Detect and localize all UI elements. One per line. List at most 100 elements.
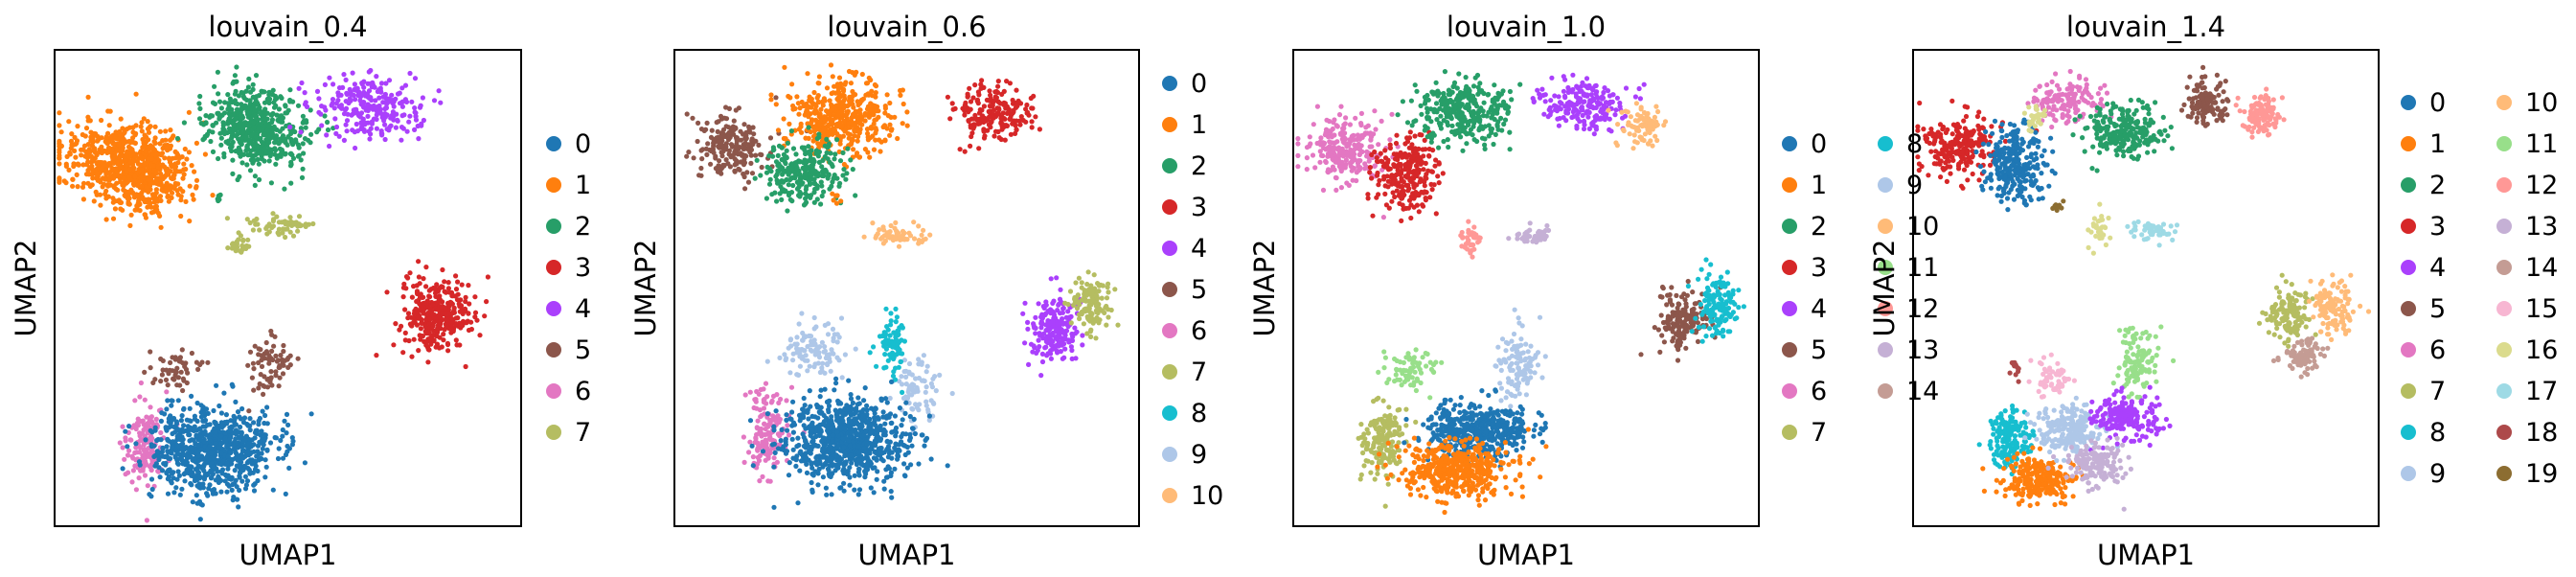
cell-point-cluster-1 [157, 128, 163, 134]
cell-point-cluster-7 [253, 221, 259, 227]
cell-point-cluster-7 [270, 211, 276, 217]
cell-point-cluster-2 [225, 106, 231, 112]
cell-point-cluster-1 [878, 149, 883, 154]
cell-point-cluster-4 [344, 118, 351, 124]
cell-point-cluster-2 [287, 87, 293, 93]
cell-point-cluster-3 [979, 118, 985, 124]
cell-point-cluster-0 [215, 469, 220, 474]
cell-point-cluster-1 [124, 127, 130, 132]
cell-point-cluster-1 [67, 151, 73, 157]
cell-point-cluster-5 [696, 173, 702, 178]
cell-point-cluster-2 [216, 193, 221, 199]
cell-point-cluster-0 [143, 437, 148, 443]
cell-point-cluster-1 [169, 164, 174, 170]
cell-point-cluster-2 [766, 181, 773, 187]
cell-point-cluster-7 [1079, 297, 1084, 303]
cell-point-cluster-0 [235, 496, 240, 502]
cell-point-cluster-0 [208, 450, 215, 456]
cell-point-cluster-3 [443, 306, 448, 312]
cell-point-cluster-4 [399, 85, 405, 91]
cell-point-cluster-5 [174, 365, 180, 371]
cell-point-cluster-4 [391, 117, 397, 123]
cell-point-cluster-6 [117, 440, 123, 446]
cell-point-cluster-2 [796, 178, 803, 184]
cell-point-cluster-3 [485, 274, 490, 280]
cell-point-cluster-5 [743, 153, 749, 159]
cell-point-cluster-0 [285, 422, 291, 427]
cell-point-cluster-1 [105, 108, 111, 114]
cell-point-cluster-1 [98, 202, 103, 208]
cell-point-cluster-4 [1039, 358, 1046, 365]
cell-point-cluster-4 [1022, 300, 1028, 306]
cell-point-cluster-2 [832, 156, 837, 162]
cell-point-cluster-3 [402, 330, 408, 335]
cell-point-cluster-4 [341, 137, 347, 143]
cell-point-cluster-2 [236, 93, 241, 99]
cell-point-cluster-4 [1025, 326, 1031, 332]
cell-point-cluster-9 [919, 359, 924, 365]
cell-point-cluster-3 [463, 299, 468, 305]
cell-point-cluster-6 [120, 424, 125, 429]
cell-point-cluster-8 [893, 319, 899, 325]
cell-point-cluster-0 [280, 427, 285, 433]
cell-point-cluster-9 [797, 347, 803, 353]
cell-point-cluster-0 [181, 406, 187, 412]
cell-point-cluster-2 [244, 146, 250, 151]
cell-point-cluster-1 [830, 74, 835, 80]
cell-point-cluster-1 [888, 114, 894, 120]
cell-point-cluster-3 [981, 127, 987, 133]
cell-point-cluster-5 [273, 369, 279, 375]
cell-point-cluster-5 [758, 151, 764, 157]
cell-point-cluster-2 [779, 156, 785, 163]
cell-point-cluster-5 [263, 339, 269, 346]
cell-point-cluster-3 [999, 121, 1005, 127]
cell-point-cluster-9 [838, 315, 845, 321]
cell-point-cluster-4 [327, 143, 332, 150]
cell-point-cluster-2 [196, 101, 202, 106]
cell-point-cluster-5 [172, 372, 178, 379]
cell-point-cluster-1 [876, 114, 881, 120]
cell-point-cluster-9 [782, 352, 787, 358]
cell-point-cluster-7 [1088, 327, 1094, 333]
cell-point-cluster-1 [174, 150, 180, 156]
cell-point-cluster-6 [759, 412, 764, 419]
cell-point-cluster-2 [201, 122, 207, 127]
cell-point-cluster-6 [785, 423, 790, 428]
cell-point-cluster-2 [288, 136, 294, 142]
cell-point-cluster-6 [158, 429, 164, 436]
cell-point-cluster-1 [864, 106, 871, 112]
cell-point-cluster-0 [175, 427, 181, 432]
cell-point-cluster-3 [963, 100, 969, 105]
cell-point-cluster-0 [201, 476, 207, 482]
cell-point-cluster-0 [242, 486, 249, 492]
cell-point-cluster-7 [1065, 301, 1071, 308]
cell-point-cluster-3 [446, 311, 452, 316]
cell-point-cluster-2 [836, 183, 842, 189]
cell-point-cluster-10 [884, 230, 890, 236]
cell-point-cluster-2 [250, 81, 256, 87]
cell-point-cluster-5 [734, 136, 740, 142]
cell-point-cluster-1 [172, 180, 178, 186]
cell-point-cluster-0 [165, 398, 171, 404]
cell-point-cluster-0 [244, 450, 250, 455]
cell-point-cluster-4 [378, 81, 385, 86]
cell-point-cluster-3 [423, 284, 429, 289]
cell-point-cluster-0 [240, 455, 246, 461]
cell-point-cluster-6 [757, 478, 763, 484]
cell-point-cluster-1 [168, 127, 173, 133]
cell-point-cluster-0 [192, 413, 197, 419]
cell-point-cluster-2 [288, 150, 294, 156]
cell-point-cluster-1 [165, 147, 171, 152]
cell-point-cluster-1 [183, 198, 189, 204]
cell-point-cluster-7 [244, 217, 250, 222]
cell-point-cluster-1 [80, 196, 86, 202]
cell-point-cluster-2 [758, 173, 764, 178]
cell-point-cluster-5 [708, 161, 714, 167]
cell-point-cluster-2 [208, 138, 214, 145]
cell-point-cluster-0 [270, 487, 276, 493]
cell-point-cluster-0 [164, 406, 170, 412]
cell-point-cluster-2 [811, 190, 817, 196]
cell-point-cluster-2 [803, 196, 809, 201]
